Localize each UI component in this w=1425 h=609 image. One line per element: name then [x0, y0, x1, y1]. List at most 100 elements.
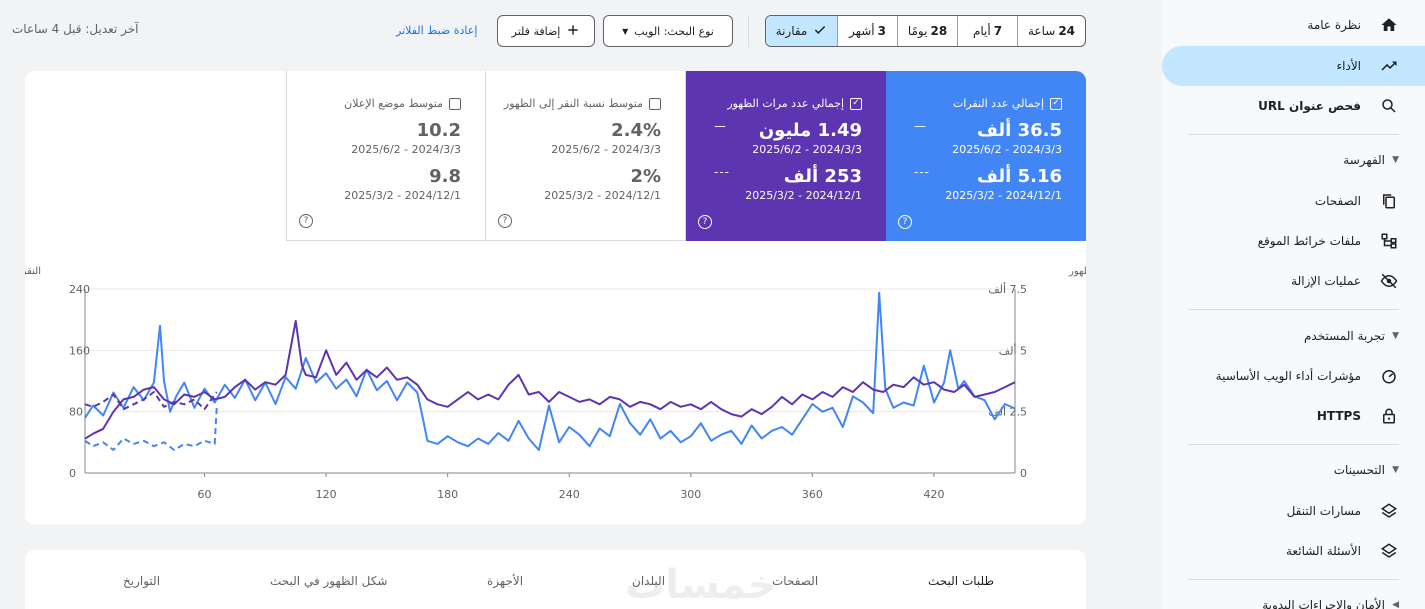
metric-range-current: 2024/3/3 - 2025/6/2 [551, 143, 661, 156]
range-option-24h[interactable]: 24 ساعة [1017, 16, 1085, 46]
sidebar-section-experience[interactable]: ▼ تجربة المستخدم [1162, 321, 1425, 351]
metric-card-ctr[interactable]: متوسط نسبة النقر إلى الظهور 2.4% 2024/3/… [486, 71, 686, 241]
tab-devices[interactable]: الأجهزة [487, 574, 524, 588]
performance-card: ✓ إجمالي عدد النقرات 36.5 ألف — 2024/3/3… [25, 71, 1086, 525]
section-title: تجربة المستخدم [1303, 329, 1385, 343]
metric-value-current: 10.2 [416, 120, 461, 141]
metric-card-impressions[interactable]: ✓ إجمالي عدد مرات الظهور 1.49 مليون — 20… [686, 71, 886, 241]
sidebar-section-enhancements[interactable]: ▼ التحسينات [1162, 455, 1425, 485]
checkbox-checked-icon[interactable]: ✓ [1050, 97, 1062, 110]
legend-dashed-line: --- [714, 165, 730, 179]
range-option-28d[interactable]: 28 يومًا [897, 16, 957, 46]
compare-button[interactable]: مقارنة [766, 16, 837, 46]
help-icon[interactable]: ? [698, 215, 712, 229]
sidebar-section-indexing[interactable]: ▼ الفهرسة [1162, 145, 1425, 175]
sidebar-item-https[interactable]: HTTPS [1162, 397, 1425, 435]
speedometer-icon [1379, 366, 1399, 386]
tab-search-appearance[interactable]: شكل الظهور في البحث [270, 574, 388, 588]
layers-icon [1379, 541, 1399, 561]
home-icon [1379, 15, 1399, 35]
section-title: الفهرسة [1343, 153, 1385, 167]
metric-range-current: 2024/3/3 - 2025/6/2 [351, 143, 461, 156]
metric-value-previous: 253 ألف [783, 166, 862, 187]
sidebar-item-pages[interactable]: الصفحات [1162, 182, 1425, 220]
sidebar-divider [1188, 579, 1399, 580]
sidebar-item-label: فحص عنوان URL [1258, 99, 1361, 113]
search-type-label: نوع البحث: الويب [634, 24, 714, 38]
sidebar-item-performance[interactable]: الأداء [1162, 46, 1425, 86]
range-option-3m[interactable]: 3 أشهر [837, 16, 897, 46]
sidebar-section-security[interactable]: ◀ الأمان والإجراءات اليدوية [1162, 590, 1425, 609]
sidebar-item-removals[interactable]: عمليات الإزالة [1162, 262, 1425, 300]
add-filter-button[interactable]: إضافة فلتر [497, 15, 595, 47]
checkbox-icon[interactable] [449, 97, 461, 110]
tab-pages[interactable]: الصفحات [772, 574, 819, 588]
sidebar-item-sitemaps[interactable]: ملفات خرائط الموقع [1162, 222, 1425, 260]
sidebar-item-label: مسارات التنقل [1286, 504, 1361, 518]
section-title: التحسينات [1333, 463, 1385, 477]
x-tick-label: 420 [923, 488, 944, 501]
tab-dates[interactable]: التواريخ [123, 574, 161, 588]
chart-lines [84, 291, 1016, 451]
sidebar-item-breadcrumbs[interactable]: مسارات التنقل [1162, 492, 1425, 530]
sidebar-item-url-inspection[interactable]: فحص عنوان URL [1162, 87, 1425, 125]
x-tick-label: 240 [559, 488, 580, 501]
legend-solid-line: — [714, 119, 727, 133]
series-line [84, 291, 1016, 451]
range-unit: أيام [972, 24, 991, 38]
metric-label: متوسط نسبة النقر إلى الظهور [503, 97, 643, 110]
sidebar-item-overview[interactable]: نظرة عامة [1162, 6, 1425, 44]
sidebar-divider [1188, 444, 1399, 445]
metric-value-previous: 2% [630, 166, 661, 187]
y-left-tick-label: 160 [69, 344, 90, 357]
series-line [84, 407, 218, 451]
pages-icon [1379, 191, 1399, 211]
sidebar-divider [1188, 309, 1399, 310]
sidebar: نظرة عامة الأداء فحص عنوان URL ▼ الفهرسة… [1162, 0, 1425, 609]
metric-range-previous: 2024/12/1 - 2025/3/2 [745, 189, 862, 202]
range-unit: أشهر [849, 24, 875, 38]
help-icon[interactable]: ? [498, 214, 512, 228]
sidebar-item-core-web-vitals[interactable]: مؤشرات أداء الويب الأساسية [1162, 357, 1425, 395]
x-tick-label: 300 [680, 488, 701, 501]
help-icon[interactable]: ? [898, 215, 912, 229]
metric-header: متوسط موضع الإعلان [344, 97, 461, 110]
range-option-7d[interactable]: 7 أيام [957, 16, 1017, 46]
add-filter-label: إضافة فلتر [511, 24, 561, 38]
reset-filters-link[interactable]: إعادة ضبط الفلاتر [396, 24, 478, 37]
checkbox-checked-icon[interactable]: ✓ [850, 97, 862, 110]
caret-down-icon: ▼ [1392, 465, 1399, 475]
metric-range-current: 2024/3/3 - 2025/6/2 [952, 143, 1062, 156]
metric-range-previous: 2024/12/1 - 2025/3/2 [344, 189, 461, 202]
help-icon[interactable]: ? [299, 214, 313, 228]
toolbar: 24 ساعة 7 أيام 28 يومًا 3 أشهر مقارنة نوع ال… [0, 0, 1162, 62]
checkbox-icon[interactable] [649, 97, 661, 110]
metric-card-position[interactable]: متوسط موضع الإعلان 10.2 2024/3/3 - 2025/… [286, 71, 486, 241]
dropdown-arrow-icon: ▼ [622, 26, 629, 36]
last-updated-text: آخر تعديل: قبل 4 ساعات [12, 22, 139, 36]
caret-down-icon: ▼ [1392, 331, 1399, 341]
tab-queries[interactable]: طلبات البحث [928, 574, 995, 588]
layers-icon [1379, 501, 1399, 521]
y-left-tick-label: 0 [69, 467, 76, 480]
series-line [84, 319, 1016, 440]
sidebar-item-faq[interactable]: الأسئلة الشائعة [1162, 532, 1425, 570]
metric-value-current: 1.49 مليون [758, 120, 862, 141]
range-num: 28 [930, 24, 948, 38]
trending-up-icon [1379, 56, 1399, 76]
legend-solid-line: — [914, 119, 927, 133]
x-tick-label: 180 [437, 488, 458, 501]
x-tick-label: 60 [198, 488, 212, 501]
sidebar-item-label: نظرة عامة [1307, 18, 1361, 32]
y-right-tick-label: 7.5 ألف [988, 282, 1027, 296]
toolbar-divider [748, 15, 749, 47]
metric-value-previous: 5.16 ألف [976, 166, 1062, 187]
search-type-dropdown[interactable]: نوع البحث: الويب ▼ [603, 15, 733, 47]
tab-countries[interactable]: البلدان [632, 574, 666, 588]
plus-icon [566, 23, 580, 40]
metric-card-clicks[interactable]: ✓ إجمالي عدد النقرات 36.5 ألف — 2024/3/3… [886, 71, 1086, 241]
y-right-tick-label: 0 [1020, 467, 1027, 480]
metric-value-previous: 9.8 [429, 166, 461, 187]
lock-icon [1379, 406, 1399, 426]
